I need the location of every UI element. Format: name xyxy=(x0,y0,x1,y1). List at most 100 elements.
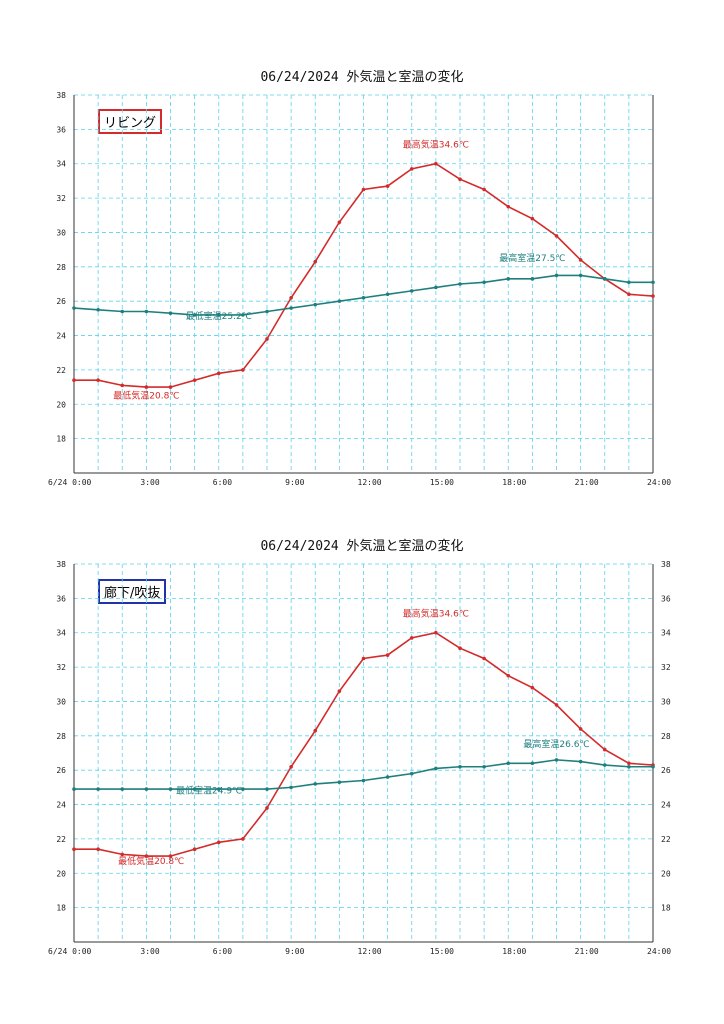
data-point-outdoor xyxy=(409,167,414,171)
data-point-outdoor xyxy=(289,764,293,769)
data-point-outdoor xyxy=(651,294,655,298)
data-point-room xyxy=(627,764,631,769)
data-point-room xyxy=(192,787,197,791)
x-tick-label: 12:00 xyxy=(358,478,382,487)
y-tick-label-right: 20 xyxy=(661,869,671,878)
data-point-outdoor xyxy=(168,385,173,389)
data-point-outdoor xyxy=(241,368,245,372)
y-tick-label: 36 xyxy=(56,125,66,134)
data-point-room xyxy=(385,292,390,297)
data-point-room xyxy=(289,306,293,310)
data-point-outdoor xyxy=(385,184,390,188)
data-point-outdoor xyxy=(216,840,221,845)
data-point-room xyxy=(241,313,245,317)
data-point-outdoor xyxy=(265,337,269,341)
chart-hallway: 06/24/2024 外気温と室温の変化 廊下/吹抜 18 18 20 20 22 22 2… xyxy=(0,527,724,997)
data-point-outdoor xyxy=(289,295,293,300)
y-tick-label: 36 xyxy=(56,594,66,603)
x-tick-label: 18:00 xyxy=(502,947,526,956)
data-point-outdoor xyxy=(482,187,486,192)
room-label-hallway: 廊下/吹抜 xyxy=(98,579,167,604)
y-tick-label: 38 xyxy=(56,91,66,100)
x-tick-label: 3:00 xyxy=(140,478,159,487)
data-point-room xyxy=(337,299,342,303)
data-point-room xyxy=(120,309,125,314)
y-tick-label: 26 xyxy=(56,766,66,775)
x-tick-label: 6/24 0:00 xyxy=(48,478,92,487)
data-point-room xyxy=(313,782,318,786)
data-point-room xyxy=(385,775,390,779)
y-tick-label-right: 36 xyxy=(661,594,671,603)
data-point-room xyxy=(554,758,559,762)
data-point-room xyxy=(144,309,149,314)
data-point-room xyxy=(458,282,462,286)
data-point-room xyxy=(578,273,583,278)
x-tick-label: 6/24 0:00 xyxy=(48,947,92,956)
y-tick-label: 28 xyxy=(56,732,66,741)
y-tick-label: 32 xyxy=(56,663,66,672)
data-point-outdoor xyxy=(578,258,583,262)
x-tick-label: 24:00 xyxy=(647,478,671,487)
annotation-label: 最高室温27.5℃ xyxy=(499,252,565,264)
y-tick-label: 18 xyxy=(56,435,66,444)
data-point-room xyxy=(578,759,583,764)
data-point-room xyxy=(265,309,269,314)
y-tick-label-right: 26 xyxy=(661,766,671,775)
x-tick-label: 15:00 xyxy=(430,947,454,956)
y-tick-label-right: 38 xyxy=(661,560,671,569)
data-point-outdoor xyxy=(627,292,631,297)
data-point-room xyxy=(313,302,318,307)
data-point-room xyxy=(651,280,655,285)
data-point-room xyxy=(337,780,342,785)
x-tick-label: 6:00 xyxy=(213,947,232,956)
x-tick-label: 6:00 xyxy=(213,478,232,487)
y-tick-label-right: 30 xyxy=(661,697,671,706)
data-point-room xyxy=(482,764,486,769)
data-point-room xyxy=(506,761,511,766)
data-point-room xyxy=(506,277,511,281)
y-tick-label-right: 34 xyxy=(661,629,671,638)
room-label-living: リビング xyxy=(98,109,163,134)
x-tick-label: 9:00 xyxy=(285,947,304,956)
data-point-room xyxy=(72,787,76,791)
data-point-outdoor xyxy=(554,703,559,707)
data-point-outdoor xyxy=(578,727,583,731)
chart-plot: 18 18 20 20 22 22 24 24 26 26 28 28 30 30 32 32 34 34 36 36… xyxy=(48,560,671,956)
annotation-label: 最低室温24.9℃ xyxy=(176,784,242,796)
y-tick-label: 28 xyxy=(56,263,66,272)
data-point-room xyxy=(216,313,221,317)
y-tick-label: 22 xyxy=(56,366,66,375)
data-point-outdoor xyxy=(72,378,76,383)
data-point-room xyxy=(434,766,438,771)
annotation-label: 最高気温34.6℃ xyxy=(403,138,469,150)
data-point-room xyxy=(265,787,269,791)
data-point-outdoor xyxy=(120,852,125,857)
y-tick-label-right: 18 xyxy=(661,904,671,913)
y-tick-label: 24 xyxy=(56,801,66,810)
data-point-outdoor xyxy=(337,220,342,224)
data-point-outdoor xyxy=(361,187,366,192)
y-tick-label: 32 xyxy=(56,194,66,203)
y-tick-label: 22 xyxy=(56,835,66,844)
data-point-outdoor xyxy=(482,656,486,661)
data-point-outdoor xyxy=(434,630,438,635)
data-point-outdoor xyxy=(241,837,245,841)
x-tick-label: 3:00 xyxy=(140,947,159,956)
y-tick-label: 34 xyxy=(56,629,66,638)
data-point-outdoor xyxy=(337,689,342,693)
data-point-outdoor xyxy=(144,854,149,858)
x-tick-label: 21:00 xyxy=(575,478,599,487)
x-tick-label: 9:00 xyxy=(285,478,304,487)
data-point-room xyxy=(409,289,414,293)
data-point-room xyxy=(96,787,100,791)
data-point-room xyxy=(409,771,414,776)
data-point-room xyxy=(434,285,438,290)
data-point-outdoor xyxy=(530,685,535,690)
chart-title: 06/24/2024 外気温と室温の変化 xyxy=(260,70,464,85)
data-point-outdoor xyxy=(96,847,100,852)
chart-title: 06/24/2024 外気温と室温の変化 xyxy=(260,539,464,554)
x-tick-label: 15:00 xyxy=(430,478,454,487)
data-point-room xyxy=(144,787,149,791)
data-point-room xyxy=(530,761,535,766)
y-tick-label: 30 xyxy=(56,697,66,706)
